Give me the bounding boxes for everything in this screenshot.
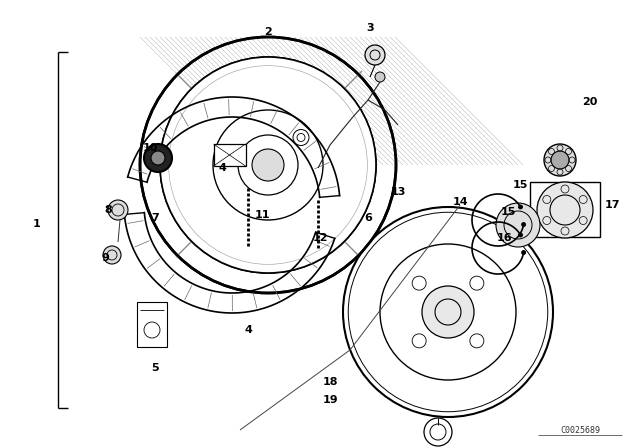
Text: 1: 1 [33,219,41,229]
Text: 8: 8 [104,205,112,215]
Text: 6: 6 [364,213,372,223]
Text: 17: 17 [604,200,620,210]
Text: 10: 10 [142,143,157,153]
Text: 7: 7 [151,213,159,223]
Bar [530,182,600,237]
Circle shape [522,223,525,227]
Text: 4: 4 [218,163,226,173]
Circle shape [496,203,540,247]
Circle shape [551,151,569,169]
Circle shape [522,250,525,254]
Text: C0025689: C0025689 [560,426,600,435]
Text: 13: 13 [390,187,406,197]
Text: 20: 20 [582,97,598,107]
Text: 2: 2 [264,27,272,37]
Circle shape [144,144,172,172]
Circle shape [103,246,121,264]
Circle shape [518,205,522,209]
Circle shape [422,286,474,338]
Bar [214,144,246,166]
Text: 18: 18 [323,377,338,387]
Circle shape [160,57,376,273]
Bar [137,302,167,347]
Text: 15: 15 [500,207,516,217]
Circle shape [238,135,298,195]
Circle shape [375,72,385,82]
Text: 3: 3 [366,23,374,33]
Circle shape [252,149,284,181]
Text: 19: 19 [322,395,338,405]
Circle shape [537,182,593,238]
Circle shape [213,110,323,220]
Text: 4: 4 [244,325,252,335]
Text: 16: 16 [496,233,512,243]
Text: 15: 15 [512,180,528,190]
Circle shape [140,37,396,293]
Circle shape [544,144,576,176]
Circle shape [343,207,553,417]
Circle shape [380,244,516,380]
Circle shape [518,233,522,237]
Circle shape [365,45,385,65]
Text: 9: 9 [101,253,109,263]
Circle shape [160,57,376,273]
Text: 11: 11 [254,210,269,220]
Text: 5: 5 [151,363,159,373]
Text: 14: 14 [452,197,468,207]
Circle shape [108,200,128,220]
Circle shape [151,151,165,165]
Text: 12: 12 [312,233,328,243]
Circle shape [424,418,452,446]
